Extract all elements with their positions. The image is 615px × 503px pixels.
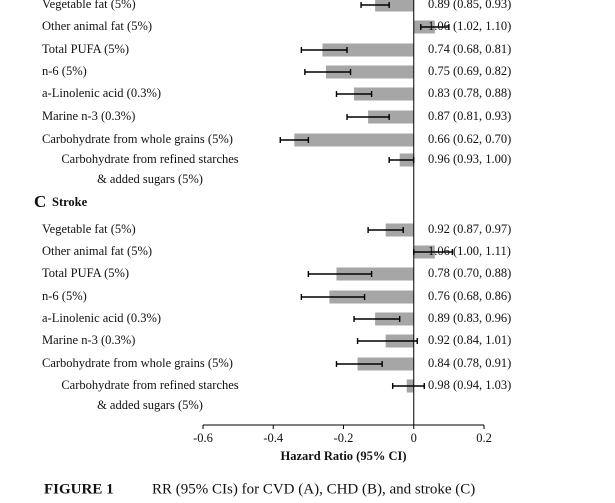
- bar: [354, 87, 414, 101]
- hr-annotation: 0.83 (0.78, 0.88): [428, 86, 511, 100]
- error-bar: [307, 271, 373, 277]
- error-bar: [335, 361, 383, 367]
- category-label: Marine n-3 (0.3%): [42, 333, 135, 347]
- hr-annotation: 0.78 (0.70, 0.88): [428, 266, 511, 280]
- bar: [336, 267, 414, 281]
- category-label: a-Linolenic acid (0.3%): [42, 311, 161, 325]
- error-bar: [391, 383, 425, 389]
- hr-annotation: 0.66 (0.62, 0.70): [428, 132, 511, 146]
- x-tick-label: -0.6: [193, 431, 213, 445]
- hr-annotation: 0.98 (0.94, 1.03): [428, 378, 511, 392]
- panel-title: Stroke: [52, 195, 88, 209]
- hr-annotation: 0.87 (0.81, 0.93): [428, 109, 511, 123]
- error-bar: [356, 338, 418, 344]
- error-bar: [360, 2, 390, 8]
- bar: [329, 290, 414, 304]
- x-axis-title: Hazard Ratio (95% CI): [280, 449, 406, 463]
- bar: [375, 0, 414, 12]
- x-tick-label: 0: [411, 431, 417, 445]
- panel-label: C: [34, 192, 46, 211]
- category-label: n-6 (5%): [42, 289, 87, 303]
- category-label: Carbohydrate from refined starches: [61, 378, 238, 392]
- category-label: Vegetable fat (5%): [42, 222, 136, 236]
- category-label: a-Linolenic acid (0.3%): [42, 86, 161, 100]
- hr-annotation: 0.74 (0.68, 0.81): [428, 42, 511, 56]
- bar: [368, 110, 414, 124]
- category-label: Other animal fat (5%): [42, 19, 152, 33]
- hr-annotation: 0.92 (0.84, 1.01): [428, 333, 511, 347]
- category-label: n-6 (5%): [42, 64, 87, 78]
- caption-label: FIGURE 1: [44, 481, 114, 497]
- hr-annotation: 0.96 (0.93, 1.00): [428, 152, 511, 166]
- hr-annotation: 1.06 (1.00, 1.11): [428, 244, 511, 258]
- category-label: Marine n-3 (0.3%): [42, 109, 135, 123]
- bar: [357, 357, 414, 371]
- hr-annotation: 0.89 (0.83, 0.96): [428, 311, 511, 325]
- bar: [294, 133, 414, 147]
- bar: [322, 43, 414, 57]
- bar: [325, 65, 414, 79]
- error-bar: [420, 24, 450, 30]
- caption-text: RR (95% CIs) for CVD (A), CHD (B), and s…: [152, 481, 475, 497]
- category-label: Other animal fat (5%): [42, 244, 152, 258]
- error-bar: [367, 227, 404, 233]
- hr-annotation: 0.75 (0.69, 0.82): [428, 64, 511, 78]
- x-tick-label: -0.2: [334, 431, 354, 445]
- category-label: Carbohydrate from whole grains (5%): [42, 356, 233, 370]
- hr-annotation: 0.84 (0.78, 0.91): [428, 356, 511, 370]
- error-bar: [279, 137, 310, 143]
- hr-annotation: 0.76 (0.68, 0.86): [428, 289, 511, 303]
- error-bar: [335, 91, 373, 97]
- x-tick-label: -0.4: [263, 431, 284, 445]
- hr-annotation: 1.06 (1.02, 1.10): [428, 19, 511, 33]
- category-label: & added sugars (5%): [97, 172, 203, 186]
- category-label: & added sugars (5%): [97, 398, 203, 412]
- error-bar: [300, 294, 366, 300]
- category-label: Vegetable fat (5%): [42, 0, 136, 11]
- hr-annotation: 0.92 (0.87, 0.97): [428, 222, 511, 236]
- error-bar: [300, 47, 348, 53]
- error-bar: [353, 316, 401, 322]
- x-tick-label: 0.2: [476, 431, 492, 445]
- error-bar: [346, 114, 390, 120]
- category-label: Carbohydrate from whole grains (5%): [42, 132, 233, 146]
- category-label: Carbohydrate from refined starches: [61, 152, 238, 166]
- category-label: Total PUFA (5%): [42, 42, 129, 56]
- hr-annotation: 0.89 (0.85, 0.93): [428, 0, 511, 11]
- category-label: Total PUFA (5%): [42, 266, 129, 280]
- error-bar: [304, 69, 352, 75]
